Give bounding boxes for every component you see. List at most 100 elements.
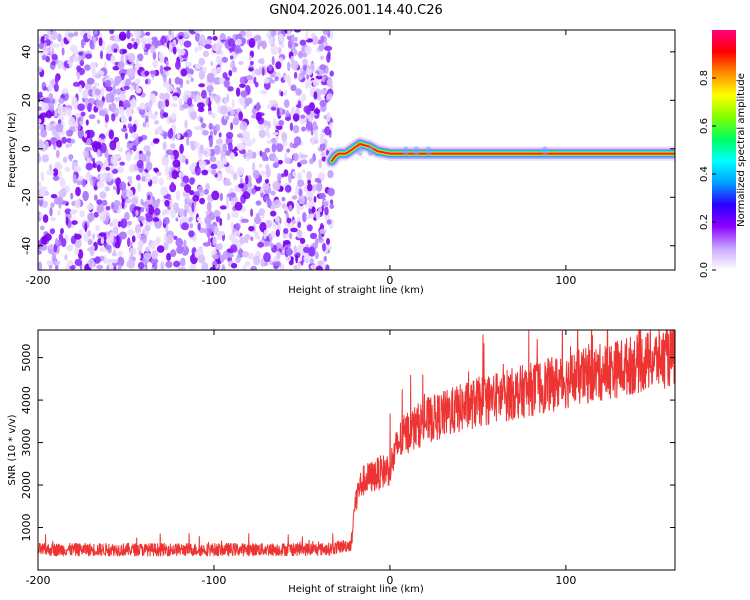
noise-blob (297, 229, 302, 239)
noise-blob (231, 262, 238, 269)
noise-blob (145, 246, 150, 253)
noise-blob (309, 213, 315, 219)
noise-blob (291, 34, 295, 44)
noise-blob (100, 237, 105, 245)
noise-blob (67, 59, 71, 65)
noise-blob (89, 62, 97, 70)
noise-blob (98, 37, 103, 47)
noise-blob (151, 175, 159, 185)
noise-blob (257, 241, 264, 248)
noise-blob (177, 266, 186, 270)
noise-blob (150, 257, 159, 265)
noise-blob (197, 254, 206, 264)
noise-blob (178, 152, 184, 162)
noise-blob (222, 143, 227, 152)
noise-blob (201, 261, 209, 270)
noise-blob (230, 109, 236, 116)
noise-blob (194, 166, 198, 173)
noise-blob (96, 119, 101, 124)
noise-blob (74, 247, 79, 256)
noise-blob (193, 30, 202, 33)
noise-blob (298, 50, 304, 59)
noise-blob (151, 250, 158, 260)
noise-blob (133, 84, 137, 91)
noise-blob (55, 237, 59, 246)
noise-blob (228, 69, 233, 77)
noise-blob (74, 199, 81, 209)
noise-blob (93, 82, 100, 87)
signal-bump (541, 146, 548, 157)
noise-blob (312, 78, 320, 87)
noise-blob (227, 86, 234, 92)
noise-blob (284, 184, 292, 193)
noise-blob (320, 151, 326, 157)
noise-blob (109, 30, 115, 35)
noise-blob (170, 249, 177, 258)
noise-blob (137, 232, 142, 239)
noise-blob (93, 211, 99, 218)
noise-blob (193, 234, 197, 243)
noise-blob (103, 159, 109, 167)
noise-blob (238, 96, 246, 104)
noise-blob (236, 143, 245, 151)
noise-blob (170, 208, 176, 219)
spectrogram-y-tick-label: -20 (20, 188, 33, 206)
noise-blob (74, 258, 83, 267)
noise-blob (249, 60, 254, 66)
noise-blob (186, 136, 190, 146)
noise-blob (260, 58, 265, 65)
noise-blob (230, 169, 235, 176)
noise-blob (84, 82, 90, 90)
noise-blob (156, 198, 161, 203)
noise-blob (282, 140, 288, 147)
noise-blob (221, 264, 226, 270)
noise-blob (145, 150, 151, 157)
noise-blob (241, 251, 250, 258)
noise-blob (307, 179, 311, 185)
noise-blob (193, 141, 200, 149)
noise-blob (299, 237, 306, 244)
noise-blob (133, 41, 138, 50)
noise-blob (277, 159, 283, 165)
noise-blob (315, 75, 323, 80)
noise-blob (60, 228, 64, 235)
noise-blob (199, 34, 206, 45)
noise-blob (80, 39, 85, 49)
noise-blob (156, 171, 162, 177)
noise-blob (160, 186, 168, 197)
noise-blob (112, 65, 120, 71)
noise-blob (87, 102, 92, 113)
figure-title: GN04.2026.001.14.40.C26 (269, 3, 443, 18)
noise-blob (298, 194, 305, 205)
noise-blob (308, 246, 316, 257)
noise-blob (44, 97, 50, 104)
noise-blob (260, 89, 268, 95)
noise-blob (194, 46, 199, 53)
noise-blob (275, 61, 282, 70)
snr-x-tick-label: 100 (555, 574, 576, 587)
noise-blob (213, 77, 222, 85)
noise-blob (52, 175, 60, 181)
noise-blob (66, 260, 74, 267)
noise-blob (182, 175, 190, 184)
noise-blob (105, 205, 111, 211)
noise-blob (106, 264, 110, 270)
noise-blob (167, 129, 174, 139)
noise-blob (105, 79, 112, 88)
noise-blob (104, 186, 110, 192)
noise-blob (301, 93, 307, 102)
noise-blob (49, 207, 53, 217)
noise-blob (305, 30, 309, 41)
noise-blob (44, 233, 52, 241)
noise-blob (271, 143, 277, 153)
noise-blob (76, 180, 83, 186)
noise-blob (163, 73, 167, 83)
noise-blob (201, 130, 209, 136)
noise-blob (239, 76, 246, 85)
noise-blob (89, 245, 95, 257)
noise-blob (275, 229, 280, 237)
noise-blob (300, 154, 308, 159)
noise-blob (38, 249, 42, 255)
noise-blob (208, 87, 212, 97)
